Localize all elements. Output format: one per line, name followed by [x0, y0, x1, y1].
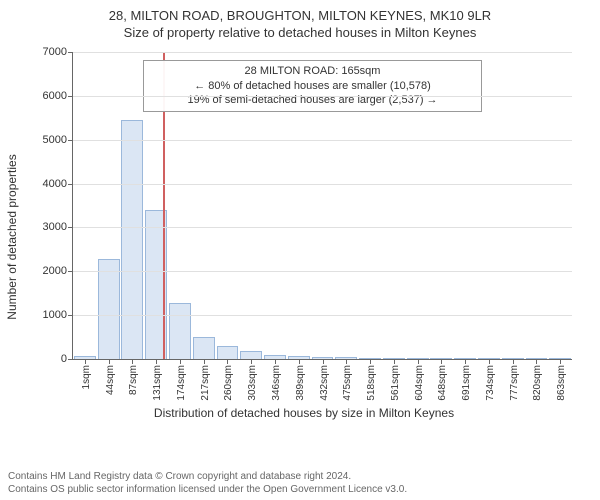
histogram-bar	[169, 303, 191, 359]
footer-credits: Contains HM Land Registry data © Crown c…	[8, 471, 407, 496]
histogram-bar	[121, 120, 143, 359]
x-tick-label: 863sqm	[556, 359, 567, 401]
gridline	[73, 271, 572, 272]
y-tick-mark	[68, 52, 73, 53]
x-tick-label: 1sqm	[81, 359, 92, 389]
x-tick-label: 389sqm	[295, 359, 306, 401]
y-tick-mark	[68, 184, 73, 185]
annotation-line2: ← 80% of detached houses are smaller (10…	[152, 79, 473, 94]
page-title-line2: Size of property relative to detached ho…	[0, 25, 600, 40]
histogram-bar	[240, 351, 262, 359]
gridline	[73, 140, 572, 141]
y-tick-mark	[68, 140, 73, 141]
x-tick-label: 260sqm	[223, 359, 234, 401]
y-tick-mark	[68, 315, 73, 316]
gridline	[73, 96, 572, 97]
bar-slot: 87sqm	[121, 52, 145, 359]
y-tick-mark	[68, 271, 73, 272]
x-tick-label: 87sqm	[128, 359, 139, 395]
x-tick-label: 777sqm	[509, 359, 520, 401]
x-tick-label: 44sqm	[105, 359, 116, 395]
x-tick-label: 561sqm	[390, 359, 401, 401]
y-tick-mark	[68, 359, 73, 360]
x-tick-label: 303sqm	[247, 359, 258, 401]
page-title-line1: 28, MILTON ROAD, BROUGHTON, MILTON KEYNE…	[0, 8, 600, 23]
bar-slot: 1sqm	[73, 52, 97, 359]
plot-area: 1sqm44sqm87sqm131sqm174sqm217sqm260sqm30…	[72, 52, 572, 360]
chart-container: Number of detached properties 1sqm44sqm8…	[28, 52, 580, 422]
bar-slot: 863sqm	[548, 52, 572, 359]
bar-slot: 44sqm	[97, 52, 121, 359]
annotation-box: 28 MILTON ROAD: 165sqm ← 80% of detached…	[143, 60, 482, 113]
gridline	[73, 227, 572, 228]
histogram-bar	[217, 346, 239, 359]
x-tick-label: 475sqm	[342, 359, 353, 401]
x-tick-label: 604sqm	[414, 359, 425, 401]
y-tick-mark	[68, 227, 73, 228]
y-tick-mark	[68, 96, 73, 97]
annotation-line1: 28 MILTON ROAD: 165sqm	[152, 64, 473, 79]
x-axis-label: Distribution of detached houses by size …	[28, 406, 580, 420]
bar-slot: 777sqm	[501, 52, 525, 359]
footer-line2: Contains OS public sector information li…	[8, 484, 407, 497]
gridline	[73, 52, 572, 53]
x-tick-label: 820sqm	[532, 359, 543, 401]
histogram-bar	[193, 337, 215, 359]
gridline	[73, 315, 572, 316]
y-axis-label: Number of detached properties	[5, 154, 19, 319]
gridline	[73, 184, 572, 185]
x-tick-label: 648sqm	[437, 359, 448, 401]
bar-slot: 820sqm	[525, 52, 549, 359]
x-tick-label: 131sqm	[152, 359, 163, 401]
footer-line1: Contains HM Land Registry data © Crown c…	[8, 471, 407, 484]
x-tick-label: 691sqm	[461, 359, 472, 401]
x-tick-label: 217sqm	[200, 359, 211, 401]
x-tick-label: 346sqm	[271, 359, 282, 401]
x-tick-label: 174sqm	[176, 359, 187, 401]
histogram-bar	[98, 259, 120, 359]
x-tick-label: 734sqm	[485, 359, 496, 401]
x-tick-label: 432sqm	[319, 359, 330, 401]
title-block: 28, MILTON ROAD, BROUGHTON, MILTON KEYNE…	[0, 0, 600, 40]
x-tick-label: 518sqm	[366, 359, 377, 401]
